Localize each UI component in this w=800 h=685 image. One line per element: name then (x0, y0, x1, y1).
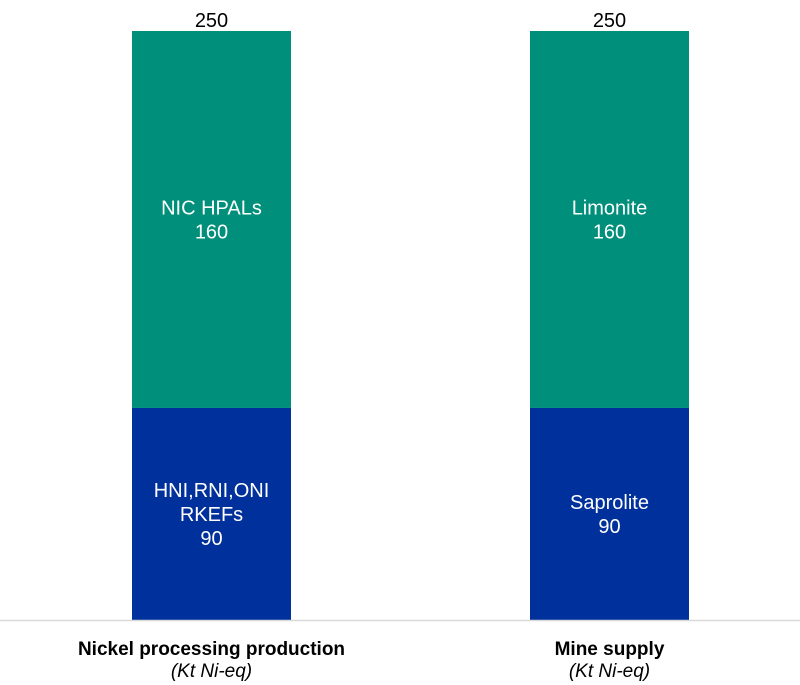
segment-name-label: Limonite (572, 197, 648, 219)
segment-value-label: 160 (593, 221, 626, 243)
category-label: Nickel processing production (78, 639, 345, 660)
category-unit-label: (Kt Ni-eq) (569, 661, 650, 682)
bar-segment-upper-2 (530, 31, 689, 408)
category-unit-label: (Kt Ni-eq) (171, 661, 252, 682)
segment-value-label: 90 (200, 528, 222, 550)
category-label: Mine supply (555, 639, 665, 660)
segment-name-label: HNI,RNI,ONI (154, 480, 270, 502)
segment-name-label: Saprolite (570, 492, 649, 514)
bar-segment-lower-1 (132, 407, 291, 620)
segment-name-label: NIC HPALs (161, 197, 262, 219)
bar-segment-lower-2 (530, 407, 689, 620)
segment-name-label: RKEFs (180, 504, 243, 526)
segment-value-label: 160 (195, 221, 228, 243)
bar-total-label: 250 (593, 10, 626, 32)
segment-value-label: 90 (598, 516, 620, 538)
bar-total-label: 250 (195, 10, 228, 32)
bar-segment-upper-1 (132, 31, 291, 408)
